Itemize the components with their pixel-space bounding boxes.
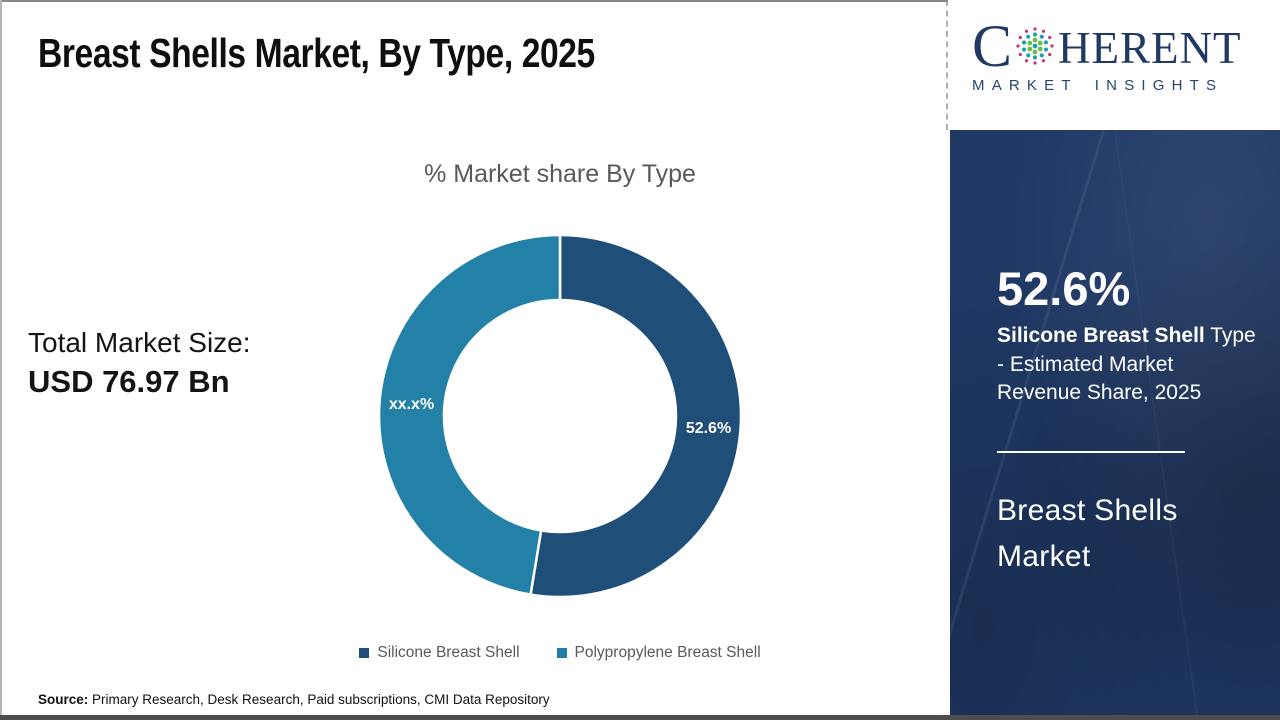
rosette-dot: [1033, 61, 1037, 65]
company-logo: C HERENT MARKET INSIGHTS: [972, 13, 1242, 94]
rosette-dot: [1048, 35, 1052, 40]
donut-slice-1: [377, 233, 562, 597]
logo-panel: C HERENT MARKET INSIGHTS: [950, 0, 1280, 130]
rosette-dot: [1018, 52, 1022, 57]
main-content: Breast Shells Market, By Type, 2025 % Ma…: [28, 30, 840, 707]
rosette-dot: [1024, 29, 1029, 33]
logo-word-rest: HERENT: [1058, 23, 1242, 73]
chart-legend: Silicone Breast Shell Polypropylene Breas…: [280, 644, 840, 662]
source-text: Primary Research, Desk Research, Paid su…: [88, 692, 550, 707]
logo-subtitle: MARKET INSIGHTS: [972, 77, 1224, 94]
stat-line-3: Revenue Share, 2025: [997, 381, 1202, 404]
rosette-dot: [1039, 34, 1044, 39]
rosette-dot: [1018, 35, 1022, 40]
donut-chart: 52.6% xx.x%: [377, 233, 743, 599]
bottom-edge-rule: [0, 715, 1280, 720]
total-market-value: USD 76.97 Bn: [28, 364, 230, 399]
legend-label: Silicone Breast Shell: [377, 644, 520, 661]
rosette-dot: [1043, 40, 1049, 45]
rosette-dot: [1032, 49, 1038, 55]
stat-line-2: - Estimated Market: [997, 352, 1174, 376]
rosette-dot: [1016, 44, 1020, 48]
sidebar: 52.6% Silicone Breast Shell Type - Estim…: [950, 130, 1280, 715]
chart-title: % Market share By Type: [424, 160, 696, 188]
rosette-dot: [1032, 55, 1038, 60]
page-title: Breast Shells Market, By Type, 2025: [38, 30, 595, 76]
stat-line-1: Silicone Breast Shell Type: [997, 322, 1267, 351]
legend-item-1: Polypropylene Breast Shell: [556, 644, 761, 662]
total-market-size: Total Market Size: USD 76.97 Bn: [28, 324, 251, 402]
legend-label: Polypropylene Breast Shell: [574, 644, 761, 661]
rosette-dot: [1041, 29, 1046, 33]
rosette-dot: [1037, 46, 1043, 52]
sidebar-market-title: Breast Shells Market: [997, 488, 1178, 580]
rosette-dot: [1041, 59, 1046, 63]
logo-letter-c: C: [972, 13, 1013, 79]
slice-label-1: xx.x%: [389, 396, 434, 413]
logo-wordmark: C HERENT: [972, 13, 1242, 79]
rosette-dot: [1033, 27, 1037, 31]
rosette-dot: [1043, 47, 1049, 52]
top-edge-rule: [0, 0, 948, 2]
rosette-dot: [1032, 32, 1038, 37]
rosette-dot: [1027, 40, 1033, 46]
rosette-dot: [1021, 40, 1027, 45]
sidebar-stat-description: Silicone Breast Shell Type - Estimated M…: [997, 322, 1267, 408]
rosette-dot: [1039, 53, 1044, 58]
left-edge-rule: [0, 0, 2, 715]
rosette-dot: [1026, 53, 1031, 58]
rosette-dot: [1021, 47, 1027, 52]
stat-line1-rest: Type: [1204, 324, 1256, 347]
total-market-label: Total Market Size:: [28, 327, 251, 358]
sidebar-stat-value: 52.6%: [997, 262, 1131, 315]
rosette-dot: [1024, 59, 1029, 63]
rosette-dot: [1027, 46, 1033, 52]
rosette-dot: [1050, 44, 1054, 48]
sidebar-title-line-2: Market: [997, 540, 1091, 573]
sidebar-title-line-1: Breast Shells: [997, 494, 1178, 527]
slice-label-0: 52.6%: [686, 420, 731, 437]
legend-item-0: Silicone Breast Shell: [359, 644, 520, 662]
rosette-dot: [1032, 43, 1038, 49]
rosette-dot: [1032, 37, 1038, 43]
legend-swatch-icon: [556, 648, 567, 658]
logo-dot-rosette-icon: [1016, 27, 1054, 65]
rosette-dot: [1026, 34, 1031, 39]
rosette-dot: [1037, 40, 1043, 46]
legend-swatch-icon: [359, 648, 370, 658]
stat-bold-part: Silicone Breast Shell: [997, 324, 1205, 347]
dashed-divider: [946, 0, 948, 130]
sidebar-divider: [997, 451, 1185, 453]
donut-slice-0: [529, 233, 743, 599]
source-note: Source: Primary Research, Desk Research,…: [38, 692, 550, 707]
rosette-dot: [1048, 52, 1052, 57]
source-label: Source:: [38, 692, 89, 707]
